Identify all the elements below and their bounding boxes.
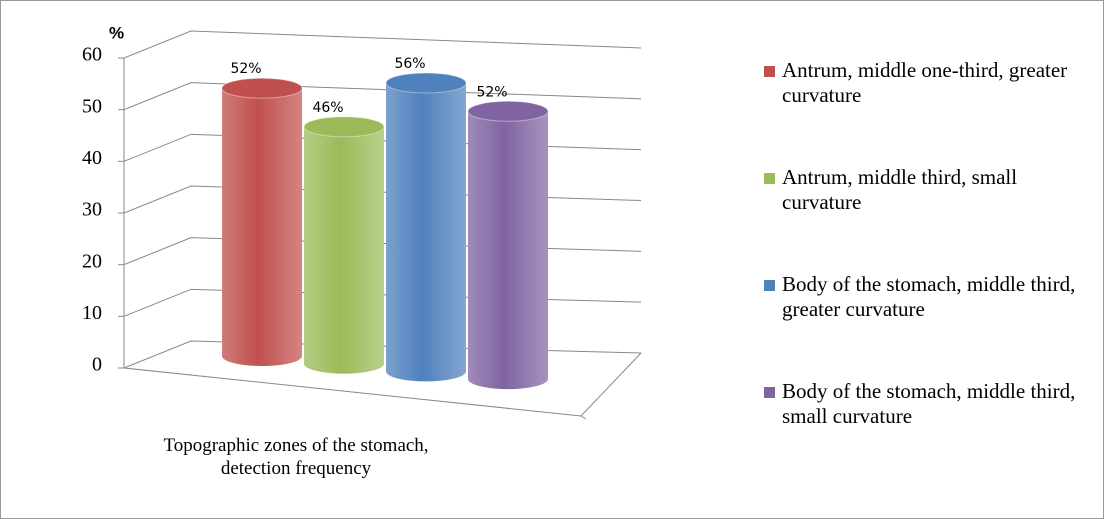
value-label: 52% — [230, 61, 261, 77]
y-axis-label: % — [109, 23, 124, 42]
cylinder-body — [468, 111, 548, 390]
cylinder — [385, 72, 467, 382]
legend-item: Body of the stomach, middle third, small… — [764, 379, 1094, 429]
y-tick-label: 10 — [82, 302, 102, 324]
y-tick-label: 20 — [82, 250, 102, 272]
cylinder-top — [385, 72, 467, 94]
cylinder-top — [467, 100, 549, 122]
value-label: 52% — [476, 84, 507, 100]
y-tick-label: 40 — [82, 147, 102, 169]
grid-line — [123, 82, 642, 111]
value-label: 46% — [312, 100, 343, 116]
cylinder-top — [221, 77, 303, 99]
floor-edge — [580, 415, 587, 420]
legend-label: Antrum, middle one-third, greater curvat… — [782, 58, 1068, 107]
value-label: 56% — [394, 56, 425, 72]
y-tick-label: 0 — [92, 354, 102, 376]
legend-swatch — [764, 387, 775, 398]
legend-item: Antrum, middle one-third, greater curvat… — [764, 58, 1094, 108]
legend-label: Antrum, middle third, small curvature — [782, 165, 1018, 214]
legend-label: Body of the stomach, middle third, small… — [782, 379, 1076, 428]
legend-swatch — [764, 66, 775, 77]
cylinder-body — [386, 83, 466, 382]
category-label: Topographic zones of the stomach, detect… — [163, 435, 429, 479]
y-tick-label: 60 — [82, 44, 102, 66]
grid-line — [123, 30, 642, 59]
legend-swatch — [764, 280, 775, 291]
cylinder-top — [303, 116, 385, 138]
cylinder-body — [304, 126, 384, 374]
cylinder-body — [222, 88, 302, 366]
y-tick-label: 50 — [82, 95, 102, 117]
legend-swatch — [764, 173, 775, 184]
y-tick-label: 30 — [82, 199, 102, 221]
cylinder — [221, 77, 303, 366]
legend-item: Body of the stomach, middle third, great… — [764, 272, 1094, 322]
cylinder — [303, 116, 385, 374]
legend-label: Body of the stomach, middle third, great… — [782, 272, 1076, 321]
legend-item: Antrum, middle third, small curvature — [764, 165, 1094, 215]
cylinder — [467, 100, 549, 390]
